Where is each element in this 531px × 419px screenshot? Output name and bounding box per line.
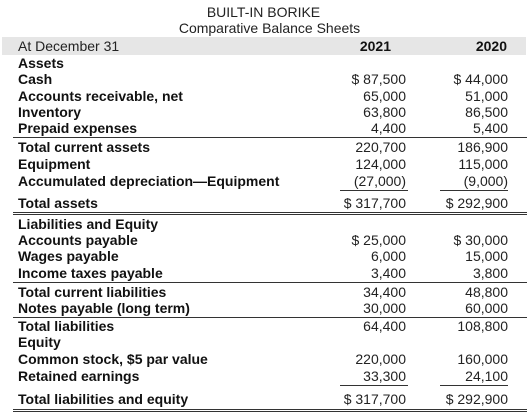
value-2021: $ 317,700 xyxy=(343,195,406,211)
double-rule xyxy=(13,212,527,215)
value-2020: $ 292,900 xyxy=(445,195,508,211)
table-row: Notes payable (long term) 30,000 60,000 xyxy=(0,300,531,316)
double-rule xyxy=(13,409,527,412)
divider xyxy=(13,137,527,138)
row-label: Prepaid expenses xyxy=(18,120,138,136)
subtotal-rule-2021 xyxy=(340,190,408,191)
table-row: Retained earnings 33,300 24,100 xyxy=(0,368,531,384)
date-label: At December 31 xyxy=(18,38,120,54)
table-row: Common stock, $5 par value 220,000 160,0… xyxy=(0,351,531,367)
table-row-total: Total current liabilities 34,400 48,800 xyxy=(0,284,531,300)
value-2020: 24,100 xyxy=(465,368,508,384)
table-row-total: Total liabilities and equity $ 317,700 $… xyxy=(0,391,531,407)
company-name: BUILT-IN BORIKE xyxy=(206,4,321,20)
row-label: Equity xyxy=(18,334,61,350)
value-2021: 34,400 xyxy=(363,284,406,300)
value-2021: $ 87,500 xyxy=(351,71,407,87)
row-label: Wages payable xyxy=(18,248,119,264)
value-2020: 108,800 xyxy=(457,318,508,334)
row-label: Common stock, $5 par value xyxy=(18,351,208,367)
row-label: Total current assets xyxy=(18,139,151,155)
row-label: Accounts payable xyxy=(18,232,138,248)
value-2021: 4,400 xyxy=(370,120,406,136)
row-label: Assets xyxy=(18,55,64,71)
divider xyxy=(13,317,527,318)
value-2020: 115,000 xyxy=(458,156,508,172)
table-row: Inventory 63,800 86,500 xyxy=(0,104,531,120)
row-label: Inventory xyxy=(18,104,82,120)
subtotal-rule-2020 xyxy=(440,385,508,386)
value-2021: 30,000 xyxy=(363,300,406,316)
table-row: Accumulated depreciation—Equipment (27,0… xyxy=(0,173,531,189)
value-2021: 3,400 xyxy=(370,265,406,281)
row-label: Accumulated depreciation—Equipment xyxy=(18,173,280,189)
value-2020: 48,800 xyxy=(465,284,508,300)
section-heading-equity: Equity xyxy=(0,334,531,350)
table-row-total: Total liabilities 64,400 108,800 xyxy=(0,318,531,334)
subtotal-rule-2020 xyxy=(440,190,508,191)
table-row: Wages payable 6,000 15,000 xyxy=(0,248,531,264)
value-2020: $ 44,000 xyxy=(453,71,509,87)
value-2021: 220,000 xyxy=(355,351,406,367)
divider xyxy=(13,282,527,283)
row-label: Cash xyxy=(18,71,53,87)
value-2020: 51,000 xyxy=(465,88,508,104)
row-label: Accounts receivable, net xyxy=(18,88,183,104)
table-row-total: Total assets $ 317,700 $ 292,900 xyxy=(0,195,531,211)
value-2021: $ 317,700 xyxy=(343,391,406,407)
row-label: Retained earnings xyxy=(18,368,140,384)
row-label: Total liabilities and equity xyxy=(18,391,189,407)
value-2021: $ 25,000 xyxy=(351,232,407,248)
value-2020: 5,400 xyxy=(472,120,508,136)
value-2021: 64,400 xyxy=(363,318,406,334)
row-label: Total assets xyxy=(18,195,98,211)
subtotal-rule-2021 xyxy=(340,385,408,386)
section-heading-liabilities: Liabilities and Equity xyxy=(0,216,531,232)
value-2021: 63,800 xyxy=(363,104,406,120)
table-row: Equipment 124,000 115,000 xyxy=(0,156,531,172)
value-2021: 33,300 xyxy=(363,368,406,384)
value-2021: (27,000) xyxy=(353,173,406,189)
value-2020: (9,000) xyxy=(463,173,508,189)
value-2021: 6,000 xyxy=(370,248,406,264)
row-label: Total current liabilities xyxy=(18,284,167,300)
value-2020: 186,900 xyxy=(457,139,508,155)
value-2020: 160,000 xyxy=(457,351,508,367)
year-2021-header: 2021 xyxy=(359,38,391,54)
statement-title: Comparative Balance Sheets xyxy=(178,20,361,36)
value-2020: 60,000 xyxy=(465,300,508,316)
row-label: Income taxes payable xyxy=(18,265,163,281)
table-row: Prepaid expenses 4,400 5,400 xyxy=(0,120,531,136)
year-2020-header: 2020 xyxy=(475,38,507,54)
section-heading-assets: Assets xyxy=(0,55,531,71)
value-2020: 86,500 xyxy=(465,104,508,120)
table-row-total: Total current assets 220,700 186,900 xyxy=(0,139,531,155)
row-label: Total liabilities xyxy=(18,318,115,334)
row-label: Equipment xyxy=(18,156,91,172)
table-row: Cash $ 87,500 $ 44,000 xyxy=(0,71,531,87)
value-2021: 220,700 xyxy=(355,139,406,155)
table-row: Income taxes payable 3,400 3,800 xyxy=(0,265,531,281)
row-label: Liabilities and Equity xyxy=(18,216,159,232)
value-2020: $ 292,900 xyxy=(445,391,508,407)
value-2020: 15,000 xyxy=(465,248,508,264)
value-2020: $ 30,000 xyxy=(453,232,509,248)
column-header-band xyxy=(2,37,526,55)
value-2020: 3,800 xyxy=(472,265,508,281)
table-row: Accounts receivable, net 65,000 51,000 xyxy=(0,88,531,104)
row-label: Notes payable (long term) xyxy=(18,300,190,316)
table-row: Accounts payable $ 25,000 $ 30,000 xyxy=(0,232,531,248)
value-2021: 65,000 xyxy=(363,88,406,104)
value-2021: 124,000 xyxy=(355,156,406,172)
